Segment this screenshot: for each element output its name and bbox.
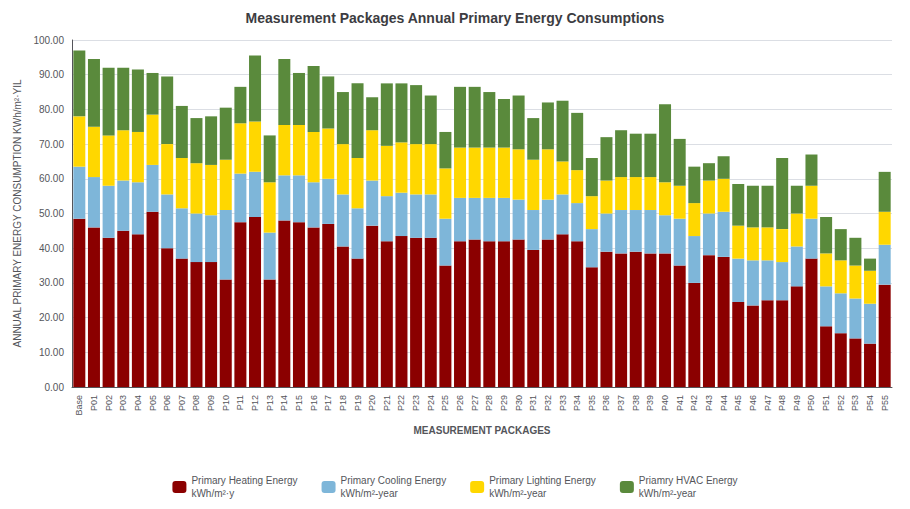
svg-text:50.00: 50.00 (39, 208, 64, 219)
svg-text:P27: P27 (470, 395, 480, 411)
svg-text:P25: P25 (440, 395, 450, 411)
svg-text:P01: P01 (89, 395, 99, 411)
svg-text:Base: Base (74, 395, 84, 416)
svg-text:P51: P51 (821, 395, 831, 411)
svg-text:P31: P31 (528, 395, 538, 411)
svg-text:P13: P13 (265, 395, 275, 411)
svg-text:Measurement Packages Annual Pr: Measurement Packages Annual Primary Ener… (246, 10, 665, 26)
svg-text:P16: P16 (309, 395, 319, 411)
svg-text:40.00: 40.00 (39, 243, 64, 254)
svg-text:Primary Lighting Energy: Primary Lighting Energy (489, 475, 596, 486)
svg-text:90.00: 90.00 (39, 69, 64, 80)
svg-text:P52: P52 (836, 395, 846, 411)
svg-text:P54: P54 (865, 395, 875, 411)
svg-text:P48: P48 (777, 395, 787, 411)
svg-text:Primary Heating Energy: Primary Heating Energy (191, 475, 297, 486)
svg-text:P30: P30 (514, 395, 524, 411)
svg-text:kWh/m²·y: kWh/m²·y (191, 488, 234, 499)
svg-text:P11: P11 (235, 395, 245, 410)
svg-text:P41: P41 (675, 395, 685, 411)
svg-text:P22: P22 (396, 395, 406, 411)
svg-text:P38: P38 (631, 395, 641, 411)
svg-text:P17: P17 (323, 395, 333, 411)
svg-text:100.00: 100.00 (33, 35, 64, 46)
svg-text:10.00: 10.00 (39, 347, 64, 358)
svg-text:P44: P44 (719, 395, 729, 411)
svg-text:P07: P07 (177, 395, 187, 411)
svg-text:60.00: 60.00 (39, 173, 64, 184)
svg-text:P36: P36 (601, 395, 611, 411)
svg-text:P43: P43 (704, 395, 714, 411)
svg-text:P28: P28 (484, 395, 494, 411)
svg-text:P45: P45 (733, 395, 743, 411)
svg-text:Primary Cooling Energy: Primary Cooling Energy (341, 475, 447, 486)
svg-text:P24: P24 (426, 395, 436, 411)
svg-text:P23: P23 (411, 395, 421, 411)
svg-text:P08: P08 (191, 395, 201, 411)
svg-text:P34: P34 (572, 395, 582, 411)
svg-text:P40: P40 (660, 395, 670, 411)
svg-text:P37: P37 (616, 395, 626, 411)
svg-text:kWh/m²-year: kWh/m²-year (489, 488, 547, 499)
svg-text:P55: P55 (880, 395, 890, 411)
svg-text:P06: P06 (162, 395, 172, 411)
svg-text:P15: P15 (294, 395, 304, 411)
svg-text:P03: P03 (118, 395, 128, 411)
svg-text:P19: P19 (353, 395, 363, 411)
svg-text:P12: P12 (250, 395, 260, 411)
svg-text:P47: P47 (763, 395, 773, 411)
svg-text:kWh/m²-year: kWh/m²-year (341, 488, 399, 499)
svg-text:P09: P09 (206, 395, 216, 411)
svg-text:P29: P29 (499, 395, 509, 411)
svg-text:P02: P02 (104, 395, 114, 411)
svg-text:kWh/m²-year: kWh/m²-year (639, 488, 697, 499)
svg-text:P26: P26 (455, 395, 465, 411)
svg-text:P10: P10 (221, 395, 231, 411)
svg-text:P46: P46 (748, 395, 758, 411)
svg-text:P35: P35 (587, 395, 597, 411)
svg-text:P21: P21 (382, 395, 392, 411)
svg-text:P39: P39 (645, 395, 655, 411)
svg-text:P53: P53 (850, 395, 860, 411)
svg-text:Priamry HVAC Energy: Priamry HVAC Energy (639, 475, 738, 486)
svg-text:P20: P20 (367, 395, 377, 411)
svg-text:P18: P18 (338, 395, 348, 411)
svg-text:P14: P14 (279, 395, 289, 411)
svg-text:ANNUAL PRIMARY ENERGY CONSUMPT: ANNUAL PRIMARY ENERGY CONSUMPTION KWh/m²… (12, 79, 23, 347)
svg-text:20.00: 20.00 (39, 312, 64, 323)
svg-text:P42: P42 (689, 395, 699, 411)
svg-text:P32: P32 (543, 395, 553, 411)
svg-text:P49: P49 (792, 395, 802, 411)
svg-text:30.00: 30.00 (39, 277, 64, 288)
svg-text:P50: P50 (806, 395, 816, 411)
svg-text:70.00: 70.00 (39, 139, 64, 150)
svg-text:MEASUREMENT PACKAGES: MEASUREMENT PACKAGES (413, 425, 550, 436)
svg-text:P04: P04 (133, 395, 143, 411)
svg-text:P33: P33 (558, 395, 568, 411)
svg-text:0.00: 0.00 (45, 382, 65, 393)
svg-text:P05: P05 (148, 395, 158, 411)
svg-text:80.00: 80.00 (39, 104, 64, 115)
